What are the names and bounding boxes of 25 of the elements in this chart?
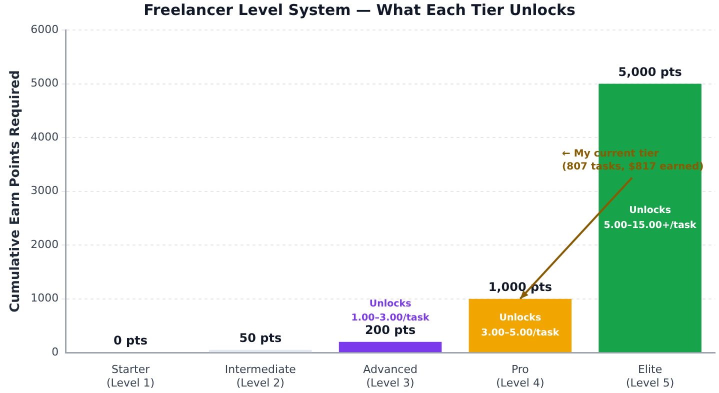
- y-axis-title: Cumulative Earn Points Required: [8, 70, 24, 312]
- data-label: 50 pts: [239, 331, 282, 346]
- data-label: 0 pts: [114, 334, 148, 348]
- x-tick-label: Intermediate (Level 2): [224, 363, 296, 390]
- y-tick-label: 5000: [30, 76, 59, 90]
- y-tick-label: 0: [52, 345, 59, 358]
- y-tick-label: 2000: [30, 238, 59, 251]
- bar: [338, 342, 442, 352]
- bar: [209, 350, 312, 352]
- bar: [468, 298, 572, 352]
- y-tick-label: 4000: [30, 130, 59, 144]
- data-label: 5,000 pts: [618, 64, 682, 79]
- annotation: Unlocks 3.00–5.00/task: [481, 312, 560, 339]
- x-tick-label: Pro (Level 4): [496, 363, 544, 390]
- data-label: 200 pts: [364, 322, 416, 337]
- annotation: Unlocks 5.00–15.00+/task: [604, 205, 698, 232]
- data-label: 1,000 pts: [488, 280, 552, 294]
- chart-title: Freelancer Level System — What Each Tier Unlocks: [144, 0, 576, 19]
- y-tick-label: 1000: [30, 292, 59, 305]
- y-tick-label: 6000: [30, 22, 59, 36]
- y-tick-label: 3000: [30, 184, 59, 198]
- annotation: Unlocks 1.00–3.00/task: [351, 298, 430, 324]
- x-tick-label: Starter (Level 1): [106, 363, 155, 390]
- x-tick-label: Advanced (Level 3): [363, 363, 418, 390]
- x-tick-label: Elite (Level 5): [626, 363, 674, 390]
